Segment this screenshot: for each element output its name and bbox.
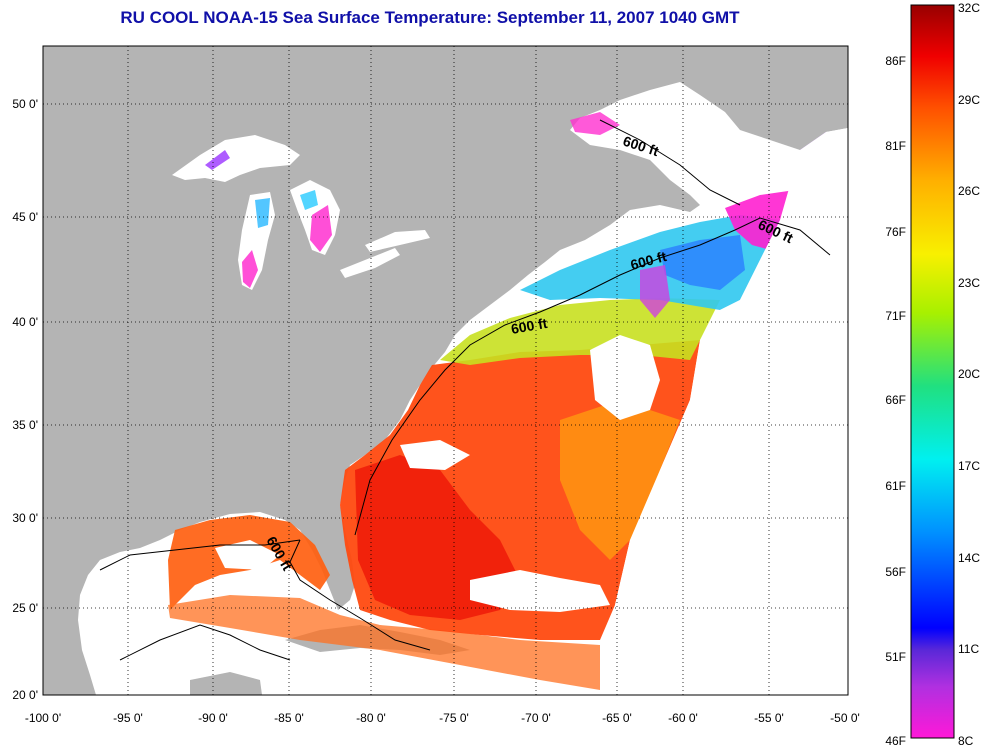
colorbar-c-label: 26C <box>958 184 980 198</box>
isobath-600ft <box>289 539 431 651</box>
cloud-gulf <box>215 540 280 570</box>
colorbar-c-label: 8C <box>958 734 974 748</box>
colorbar-f-label: 56F <box>885 565 906 579</box>
isobath-600ft <box>599 119 741 206</box>
sst-newfoundland-patch <box>570 112 620 135</box>
colorbar-f-label: 76F <box>885 225 906 239</box>
colorbar-c-label: 14C <box>958 551 980 565</box>
sst-coastal-magenta <box>640 265 670 318</box>
coastline-south <box>119 624 291 661</box>
x-tick-label: -70 0' <box>521 711 551 725</box>
lake-erie <box>340 248 400 278</box>
colorbar-f-label: 71F <box>885 309 906 323</box>
y-tick-label: 45 0' <box>12 210 38 224</box>
x-tick-label: -55 0' <box>754 711 784 725</box>
isobath-600ft <box>354 217 831 536</box>
x-tick-label: -60 0' <box>668 711 698 725</box>
sst-northeast-blue <box>660 235 745 290</box>
x-tick-label: -100 0' <box>25 711 61 725</box>
colorbar-c-label: 20C <box>958 367 980 381</box>
y-tick-label: 30 0' <box>12 511 38 525</box>
sst-atlantic-orange <box>560 400 680 560</box>
colorbar-f-label: 66F <box>885 393 906 407</box>
x-tick-label: -95 0' <box>113 711 143 725</box>
lake-sst-patch <box>242 250 258 288</box>
y-axis-ticks: 50 0' 45 0' 40 0' 35 0' 30 0' 25 0' 20 0… <box>12 97 38 702</box>
lake-sst-patch <box>300 190 318 210</box>
colorbar-c-label: 11C <box>958 642 979 656</box>
x-tick-label: -75 0' <box>439 711 469 725</box>
sst-gulf-south-strip <box>168 595 600 690</box>
cloud-southern <box>470 570 610 612</box>
cloud-carolina <box>400 440 470 470</box>
x-tick-label: -85 0' <box>274 711 304 725</box>
colorbar-f-label: 46F <box>885 734 906 748</box>
y-tick-label: 40 0' <box>12 315 38 329</box>
colorbar-f-label: 81F <box>885 139 906 153</box>
colorbar-c-label: 17C <box>958 459 980 473</box>
colorbar-c-label: 32C <box>958 1 980 15</box>
isobath-gulf <box>99 539 301 571</box>
lake-ontario <box>365 230 430 252</box>
x-tick-label: -80 0' <box>356 711 386 725</box>
contour-label: 600 ft <box>510 315 549 337</box>
x-tick-label: -65 0' <box>602 711 632 725</box>
lake-superior <box>172 135 300 182</box>
map-border <box>42 45 849 696</box>
x-axis-ticks: -100 0' -95 0' -90 0' -85 0' -80 0' -75 … <box>25 711 860 725</box>
y-tick-label: 25 0' <box>12 601 38 615</box>
map-title: RU COOL NOAA-15 Sea Surface Temperature:… <box>120 8 740 27</box>
x-tick-label: -50 0' <box>830 711 860 725</box>
map-grid <box>43 46 848 695</box>
no-data-area <box>615 128 848 605</box>
colorbar-fahrenheit-labels: 86F 81F 76F 71F 66F 61F 56F 51F 46F <box>885 54 906 748</box>
y-tick-label: 35 0' <box>12 418 38 432</box>
lake-sst-patch <box>255 198 270 228</box>
land-yucatan <box>190 672 262 695</box>
lake-sst-patch <box>205 150 230 170</box>
land-north-america <box>43 46 848 695</box>
colorbar <box>910 4 955 739</box>
y-tick-label: 50 0' <box>12 97 38 111</box>
colorbar-f-label: 51F <box>885 650 906 664</box>
colorbar-f-label: 61F <box>885 479 906 493</box>
colorbar-celsius-labels: 32C 29C 26C 23C 20C 17C 14C 11C 8C <box>958 1 980 748</box>
cloud-mid-atlantic <box>590 335 660 420</box>
y-tick-label: 20 0' <box>12 688 38 702</box>
colorbar-f-label: 86F <box>885 54 906 68</box>
x-tick-label: -90 0' <box>198 711 228 725</box>
colorbar-c-label: 23C <box>958 276 980 290</box>
colorbar-c-label: 29C <box>958 93 980 107</box>
